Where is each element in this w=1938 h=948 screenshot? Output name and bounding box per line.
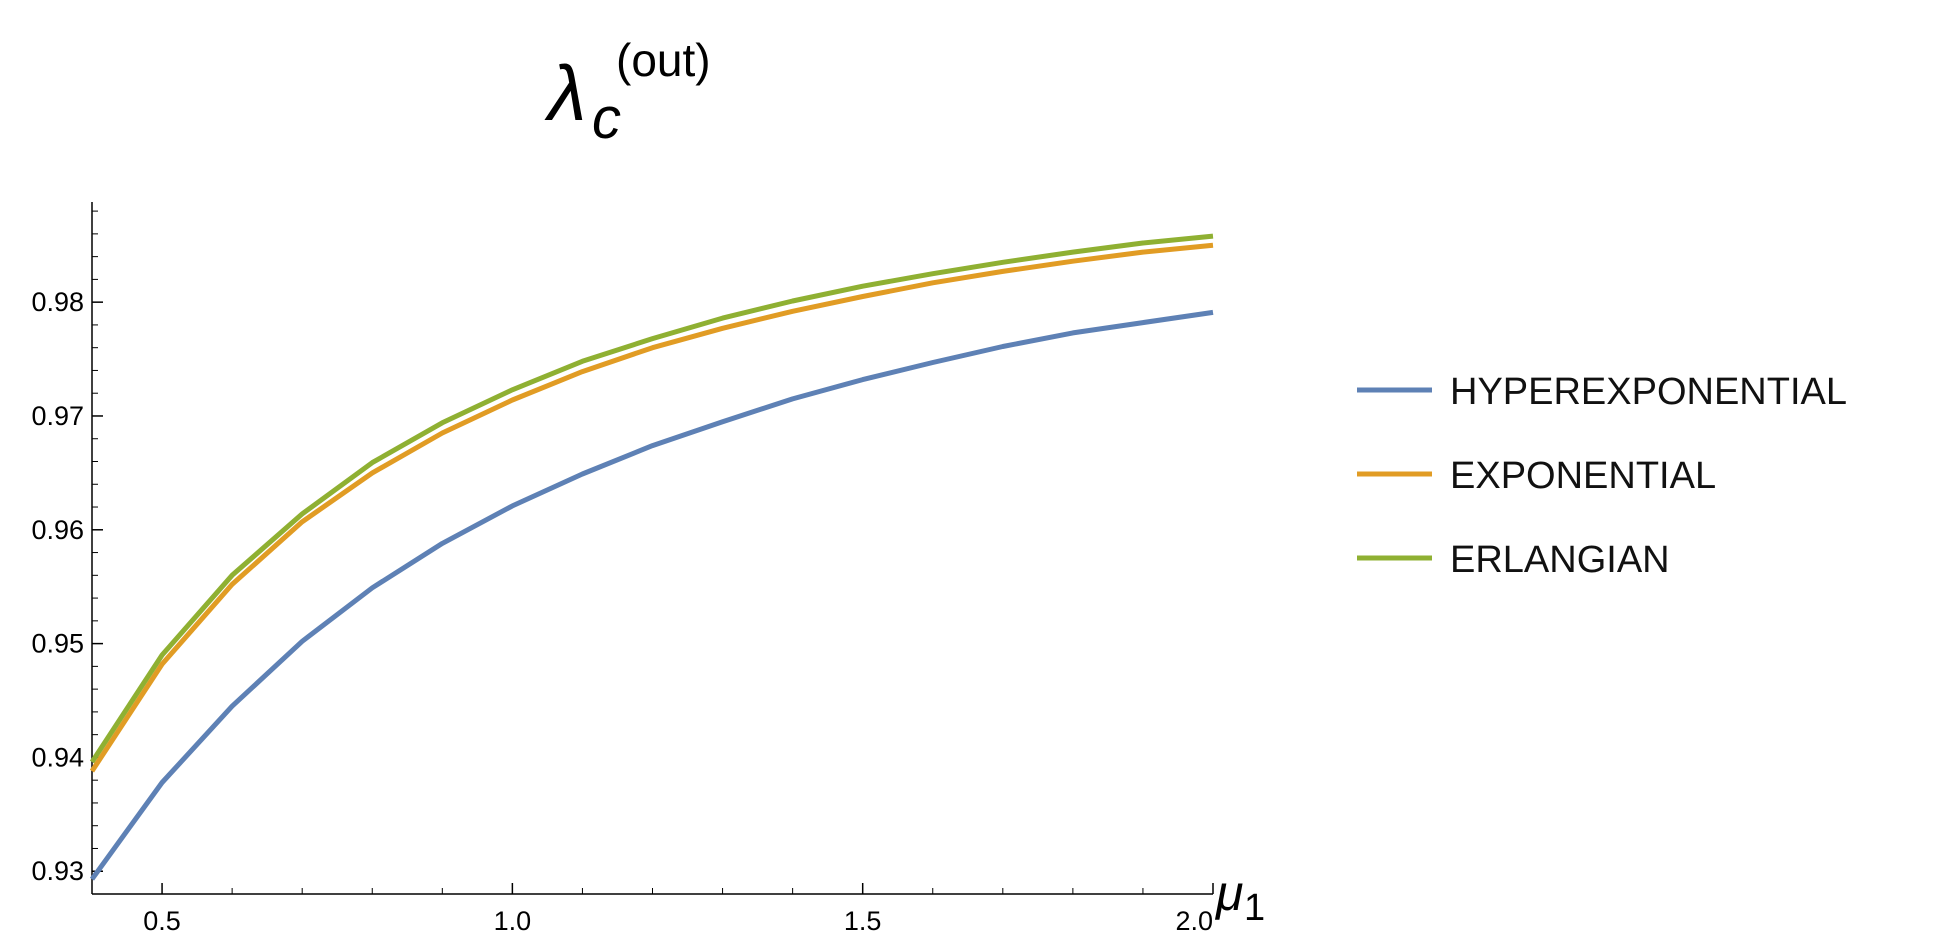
x-tick-label: 2.0 <box>1175 906 1213 936</box>
y-tick-label: 0.94 <box>31 742 84 772</box>
y-tick-label: 0.96 <box>31 515 84 545</box>
y-tick-label: 0.93 <box>31 856 84 886</box>
chart-title-main: λ <box>544 49 586 137</box>
x-tick-label: 1.5 <box>844 906 882 936</box>
x-tick-label: 1.0 <box>494 906 532 936</box>
x-axis-label: μ 1 <box>1214 865 1265 929</box>
y-tick-label: 0.98 <box>31 287 84 317</box>
x-tick-label: 0.5 <box>143 906 181 936</box>
legend-label: EXPONENTIAL <box>1450 455 1716 497</box>
legend-label: ERLANGIAN <box>1450 539 1670 581</box>
series-group <box>89 233 1214 881</box>
x-axis-label-main: μ <box>1214 865 1243 921</box>
ticks <box>91 210 1214 895</box>
chart-title-sub: c <box>592 86 621 151</box>
y-tick-label: 0.97 <box>31 401 84 431</box>
x-axis-label-sub: 1 <box>1244 887 1265 929</box>
series-line-exponential <box>89 242 1214 773</box>
legend: HYPEREXPONENTIAL EXPONENTIAL ERLANGIAN <box>1357 371 1847 581</box>
y-tick-label: 0.95 <box>31 629 84 659</box>
chart-title-sup: (out) <box>616 34 711 86</box>
chart-title: λ c (out) <box>544 34 711 151</box>
series-line-hyperexponential <box>89 309 1214 881</box>
legend-label: HYPEREXPONENTIAL <box>1450 371 1847 413</box>
tick-labels: 0.93 0.94 0.95 0.96 0.97 0.98 0.5 1.0 1.5 2.0 <box>31 287 1213 936</box>
series-line-erlangian <box>89 233 1214 764</box>
